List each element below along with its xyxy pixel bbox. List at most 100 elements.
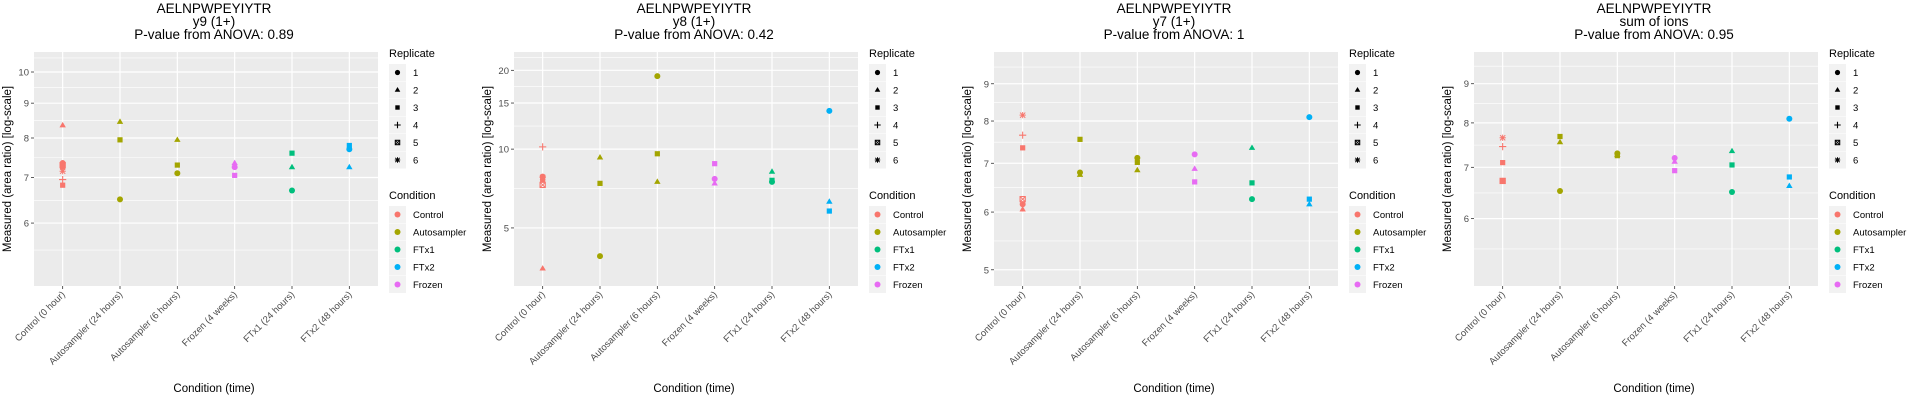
x-tick-label: Control (0 hour) [1453, 289, 1508, 344]
data-points [1499, 115, 1793, 195]
data-point [1306, 196, 1312, 202]
chart-subtitle: y9 (1+) [193, 14, 235, 29]
data-points [539, 73, 833, 271]
data-point [1306, 200, 1313, 207]
legend-label-replicate: 3 [893, 103, 898, 114]
data-point [1499, 134, 1506, 141]
data-point [1077, 136, 1083, 142]
y-tick-label: 8 [1464, 118, 1469, 129]
x-tick-label: Control (0 hour) [13, 289, 68, 344]
legend-shape-circle-icon [1354, 69, 1361, 76]
legend-label-replicate: 6 [893, 156, 898, 167]
data-point [1672, 168, 1678, 174]
legend-label-replicate: 6 [1373, 156, 1378, 167]
legend: Replicate 1 2 3 4 5 6 Condition Control Autosampl… [1349, 48, 1426, 293]
x-tick-label: Control (0 hour) [973, 289, 1028, 344]
data-point [1557, 187, 1563, 194]
chart-subtitle: y8 (1+) [673, 14, 715, 29]
x-tick-label: FTx2 (48 hours) [779, 289, 835, 345]
chart-title: AELNPWPEYIYTR [157, 1, 272, 16]
legend-label-condition: Autosampler [413, 228, 466, 239]
legend-label-replicate: 3 [1373, 103, 1378, 114]
x-tick-label: Control (0 hour) [493, 289, 548, 344]
y-tick-label: 9 [24, 99, 29, 110]
legend-color-dot-icon [1834, 229, 1841, 235]
data-point [1786, 115, 1793, 122]
chart-panel-2: AELNPWPEYIYTR y8 (1+) P-value from ANOVA: … [480, 0, 960, 400]
legend-shape-square-icon [1355, 105, 1360, 110]
legend-label-replicate: 1 [1853, 68, 1858, 79]
legend-label-replicate: 2 [413, 86, 418, 97]
legend-shape-asterisk-icon [1354, 157, 1361, 163]
data-point [1019, 112, 1026, 119]
data-point [116, 118, 124, 124]
legend-shape-triangle-icon [394, 87, 401, 92]
x-tick-label: FTx1 (24 hours) [1202, 289, 1258, 345]
data-point [231, 159, 238, 166]
legend-label-replicate: 3 [1853, 103, 1858, 114]
data-point [1019, 131, 1027, 139]
legend-title-replicate: Replicate [1829, 48, 1875, 60]
data-point [1249, 196, 1255, 203]
chart-pvalue: P-value from ANOVA: 0.42 [614, 27, 774, 42]
data-point [1671, 154, 1678, 161]
data-point [1191, 151, 1198, 158]
legend-label-replicate: 4 [893, 121, 898, 132]
legend-label-replicate: 5 [413, 138, 418, 149]
legend-color-dot-icon [1834, 264, 1841, 270]
plot-background [34, 52, 378, 286]
legend-color-dot-icon [394, 229, 401, 235]
legend-label-replicate: 2 [1853, 86, 1858, 97]
data-point [596, 153, 604, 160]
legend-color-dot-icon [1354, 211, 1361, 218]
data-point [346, 163, 353, 170]
legend-shape-plus-icon [394, 121, 401, 129]
data-point [346, 142, 352, 149]
x-tick-label: Frozen (4 weeks) [660, 289, 720, 349]
data-point [654, 73, 661, 80]
x-tick-label: FTx2 (48 hours) [299, 289, 355, 345]
y-axis-title: Measured (area ratio) [log-scale] [1442, 86, 1454, 252]
data-point [1499, 142, 1507, 151]
legend-label-replicate: 1 [413, 68, 418, 79]
data-point [597, 180, 603, 186]
data-point [1134, 154, 1141, 161]
data-point [654, 178, 661, 184]
x-tick-label: FTx2 (48 hours) [1259, 289, 1315, 345]
data-point [1134, 166, 1141, 173]
legend-label-condition: Autosampler [1853, 228, 1906, 239]
data-point [1192, 179, 1198, 185]
data-point [654, 151, 660, 157]
legend-color-dot-icon [394, 211, 401, 218]
chart-subtitle: sum of ions [1619, 14, 1688, 29]
legend-label-condition: FTx1 [893, 245, 915, 256]
legend-label-replicate: 4 [1853, 121, 1858, 132]
data-point [1500, 160, 1506, 166]
data-point [539, 143, 547, 151]
x-tick-label: FTx1 (24 hours) [1682, 289, 1738, 345]
legend-label-condition: Frozen [1373, 280, 1403, 291]
legend-label-replicate: 6 [413, 156, 418, 167]
data-point [346, 146, 353, 153]
x-tick-label: Frozen (4 weeks) [1620, 289, 1680, 349]
legend-label-replicate: 5 [893, 138, 898, 149]
legend-label-condition: FTx1 [1373, 245, 1395, 256]
x-tick-label: FTx2 (48 hours) [1739, 289, 1795, 345]
y-axis-title: Measured (area ratio) [log-scale] [482, 86, 494, 252]
data-point [1614, 153, 1620, 159]
legend-title-condition: Condition [389, 190, 435, 202]
legend-shape-square-icon [1835, 105, 1840, 110]
legend-label-replicate: 2 [1373, 86, 1378, 97]
data-point [59, 168, 66, 175]
legend-label-condition: Autosampler [1373, 228, 1426, 239]
data-point [1786, 182, 1793, 188]
x-axis-title: Condition (time) [173, 383, 254, 395]
legend-label-replicate: 4 [413, 121, 418, 132]
legend-color-dot-icon [1834, 281, 1841, 288]
legend-color-dot-icon [1834, 211, 1841, 218]
y-tick-label: 10 [18, 68, 29, 79]
legend-shape-triangle-icon [874, 87, 881, 92]
data-point [540, 176, 546, 183]
chart-pvalue: P-value from ANOVA: 0.95 [1574, 27, 1734, 42]
